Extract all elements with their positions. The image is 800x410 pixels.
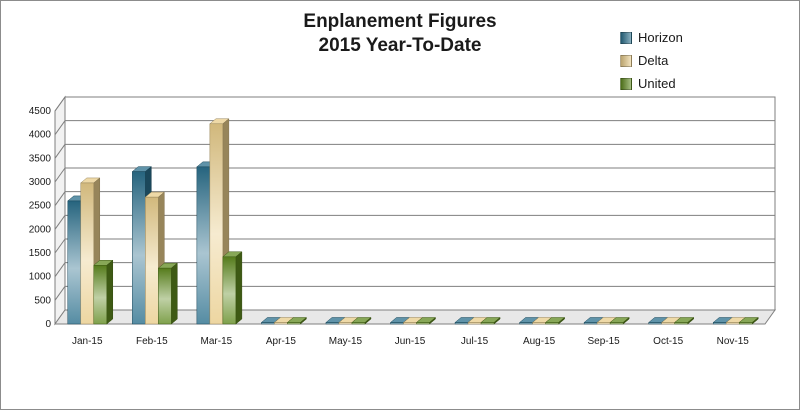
chart-title-line-1: Enplanement Figures bbox=[303, 11, 497, 32]
gridline-side bbox=[54, 120, 66, 135]
y-tick-label: 3500 bbox=[29, 153, 52, 164]
x-tick-label: Jun-15 bbox=[395, 336, 426, 347]
legend-item-delta: Delta bbox=[620, 49, 683, 72]
legend-item-horizon: Horizon bbox=[620, 26, 683, 49]
bar-delta bbox=[145, 196, 159, 325]
bar-delta bbox=[661, 322, 675, 325]
bar-united bbox=[93, 265, 108, 325]
gridline-side bbox=[54, 96, 66, 112]
bar-horizon bbox=[132, 171, 146, 325]
x-tick-label: May-15 bbox=[329, 336, 363, 347]
y-tick-label: 4500 bbox=[29, 106, 52, 117]
bar-delta bbox=[403, 322, 417, 325]
bar-side-united bbox=[106, 259, 114, 325]
y-tick-label: 1000 bbox=[29, 272, 52, 283]
y-tick-label: 2500 bbox=[29, 201, 52, 212]
chart-title-line-2: 2015 Year-To-Date bbox=[318, 35, 482, 56]
bar-delta bbox=[596, 322, 611, 325]
bar-horizon bbox=[390, 322, 404, 325]
x-tick-label: Oct-15 bbox=[653, 336, 683, 347]
bar-united bbox=[674, 322, 688, 325]
gridline-side bbox=[54, 238, 66, 254]
bar-united bbox=[351, 322, 366, 325]
bar-united bbox=[158, 267, 172, 325]
x-tick-label: Aug-15 bbox=[523, 336, 556, 347]
y-tick-label: 2000 bbox=[29, 224, 52, 235]
bar-united bbox=[609, 322, 624, 325]
gridline-side bbox=[54, 262, 66, 277]
bar-horizon bbox=[67, 200, 82, 325]
bar-horizon bbox=[261, 322, 275, 325]
bar-horizon bbox=[325, 322, 340, 325]
x-tick-label: Nov-15 bbox=[717, 336, 750, 347]
legend-label-united: United bbox=[638, 76, 676, 91]
bar-united bbox=[416, 322, 430, 325]
legend-label-horizon: Horizon bbox=[638, 30, 683, 45]
bar-delta bbox=[532, 322, 546, 325]
gridline-side bbox=[54, 191, 66, 206]
legend-label-delta: Delta bbox=[638, 53, 669, 68]
y-tick-label: 3000 bbox=[29, 177, 52, 188]
bar-united bbox=[738, 322, 753, 325]
bar-side-united bbox=[235, 251, 243, 325]
bar-delta bbox=[467, 322, 482, 325]
bar-horizon bbox=[712, 322, 727, 325]
bar-delta bbox=[338, 322, 353, 325]
bar-delta bbox=[274, 322, 288, 325]
chart-legend: Horizon Delta United bbox=[620, 26, 683, 95]
bar-horizon bbox=[648, 322, 662, 325]
x-tick-label: Jul-15 bbox=[461, 336, 489, 347]
bar-horizon bbox=[519, 322, 533, 325]
x-tick-label: Mar-15 bbox=[201, 336, 233, 347]
bar-side-united bbox=[171, 262, 178, 325]
y-tick-label: 4000 bbox=[29, 130, 52, 141]
legend-swatch-horizon bbox=[620, 31, 632, 44]
bar-horizon bbox=[454, 322, 469, 325]
chart-side-wall bbox=[54, 95, 66, 326]
x-tick-label: Sep-15 bbox=[588, 336, 621, 347]
gridline-side bbox=[54, 215, 66, 230]
bar-united bbox=[545, 322, 559, 325]
y-tick-label: 1500 bbox=[29, 248, 52, 259]
bar-delta bbox=[725, 322, 740, 325]
bar-horizon bbox=[583, 322, 598, 325]
bar-united bbox=[480, 322, 495, 325]
chart-title: Enplanement Figures 2015 Year-To-Date bbox=[250, 10, 550, 58]
x-tick-label: Jan-15 bbox=[72, 336, 103, 347]
gridline-side bbox=[54, 167, 66, 183]
chart-back-wall bbox=[64, 96, 776, 311]
y-tick-label: 0 bbox=[45, 319, 51, 330]
bar-united bbox=[287, 322, 301, 325]
x-tick-label: Feb-15 bbox=[136, 336, 168, 347]
bar-horizon bbox=[196, 166, 211, 325]
legend-swatch-delta bbox=[620, 54, 632, 67]
gridline-side bbox=[54, 286, 66, 301]
y-tick-label: 500 bbox=[34, 295, 51, 306]
bar-delta bbox=[209, 123, 224, 325]
bar-delta bbox=[80, 182, 95, 325]
legend-item-united: United bbox=[620, 72, 683, 95]
gridline-side bbox=[54, 144, 66, 159]
x-tick-label: Apr-15 bbox=[266, 336, 296, 347]
bar-united bbox=[222, 256, 237, 325]
legend-swatch-united bbox=[620, 77, 632, 90]
